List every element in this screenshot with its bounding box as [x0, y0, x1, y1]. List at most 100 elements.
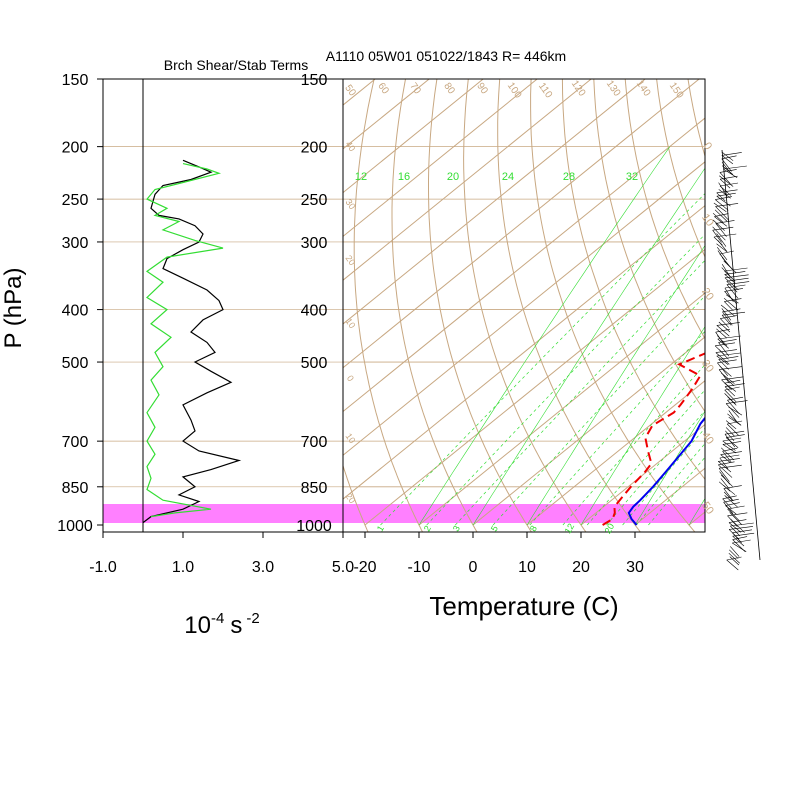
dry-adiabat: [747, 63, 800, 537]
wind-barb: [724, 301, 734, 312]
left-edge-adiabat-label: 20: [343, 491, 357, 505]
left-x-tick-label: 1.0: [172, 559, 194, 576]
wind-barb: [726, 423, 739, 436]
skewt-frame: [342, 78, 706, 533]
wind-barb: [724, 270, 736, 282]
wind-barb: [717, 240, 728, 252]
wind-barb-flag: [724, 383, 745, 387]
dry-adiabat-label: 110: [536, 81, 554, 101]
isotherm: [343, 79, 484, 194]
wind-barb-flag: [725, 502, 740, 506]
isotherm: [580, 423, 705, 526]
wind-barb-flag: [718, 339, 737, 343]
wind-barb: [725, 505, 737, 515]
left-y-axis-label: P (hPa): [0, 268, 27, 349]
wind-barb-flag: [732, 529, 752, 534]
mixing-ratio-bottom-label: 3: [451, 524, 462, 533]
isotherm: [343, 204, 705, 500]
isotherm: [343, 161, 705, 456]
wind-barb-flag: [732, 532, 755, 537]
wind-barb: [726, 284, 739, 299]
dry-adiabat-label: 140: [634, 79, 653, 99]
isotherm: [0, 79, 321, 525]
wind-barb-flag: [713, 233, 737, 238]
wind-barb: [715, 206, 729, 221]
wind-barb-flag: [718, 461, 735, 466]
dry-adiabat: [231, 63, 285, 537]
mixing-ratio-line: [380, 193, 705, 526]
isotherm: [418, 292, 705, 526]
temperature-profile: [627, 416, 705, 526]
wind-barb: [718, 359, 729, 370]
wind-barb-flag: [725, 400, 748, 404]
wind-barb: [723, 491, 733, 502]
temp-tick-label: 0: [469, 559, 478, 576]
wind-barb: [724, 389, 737, 403]
mixing-ratio-bottom-label: 1: [375, 524, 386, 533]
left-edge-adiabat-label: 10: [343, 431, 357, 445]
dry-adiabat-label: 150: [667, 81, 686, 101]
wind-barb: [718, 321, 731, 333]
wind-barb: [723, 484, 736, 495]
mixing-ratio-bottom-label: 12: [563, 522, 577, 536]
dry-adiabat: [463, 79, 587, 532]
wind-barb: [712, 226, 726, 241]
moist-adiabat: [418, 146, 671, 526]
left-y-tick-label: 300: [62, 235, 89, 252]
wind-barb-flag: [727, 512, 748, 517]
wind-barb: [713, 202, 727, 213]
temp-tick-label: -10: [407, 559, 430, 576]
wind-barb: [720, 478, 730, 490]
left-y-tick-label: 850: [62, 480, 89, 497]
left-x-tick-label: 3.0: [252, 559, 274, 576]
wind-barb: [720, 318, 729, 328]
wind-barb-flag: [719, 366, 743, 370]
wind-barb: [723, 376, 735, 387]
temp-tick-label: 10: [518, 559, 536, 576]
wind-barb: [723, 297, 739, 311]
wind-barb: [716, 243, 728, 253]
left-x-axis-label: 10-4 s -2: [184, 610, 259, 639]
wind-barb-flag: [726, 277, 749, 282]
wind-barb-flag: [717, 359, 737, 364]
mixing-ratio-label: 28: [563, 171, 575, 183]
wind-barb-flag: [716, 352, 741, 357]
wind-barb-staff: [721, 149, 761, 561]
temp-tick-label: 30: [626, 559, 644, 576]
dry-adiabat: [717, 63, 800, 537]
wind-barb-flag: [715, 342, 736, 347]
wind-barb: [722, 444, 737, 454]
wind-barb: [727, 400, 740, 415]
wind-barb-flag: [724, 379, 741, 384]
left-edge-adiabat-label: 20: [343, 253, 357, 267]
wind-barb: [719, 365, 732, 377]
wind-barb: [719, 175, 734, 187]
dry-adiabat: [343, 79, 369, 532]
left-y-tick-label: 500: [62, 355, 89, 372]
dry-adiabat: [593, 79, 705, 413]
xlabel-unit: s: [230, 612, 242, 639]
wind-barb-flag: [726, 556, 742, 561]
wind-barb: [729, 556, 740, 566]
wind-barb-flag: [720, 315, 737, 319]
mixing-ratio-line: [562, 364, 705, 526]
dry-adiabat-label: 100: [505, 81, 524, 101]
dry-adiabats: [231, 63, 800, 537]
wind-barb-flag: [730, 522, 754, 527]
wind-barb-flag: [715, 349, 737, 353]
dry-adiabat: [274, 63, 316, 537]
wind-barb-flag: [724, 274, 749, 279]
right-y-tick-label: 850: [301, 480, 328, 497]
wind-barb-flag: [721, 376, 744, 381]
mixing-ratio-label: 24: [502, 171, 514, 183]
wind-barb-flag: [716, 322, 740, 326]
wind-barb: [724, 386, 736, 397]
wind-barb: [722, 311, 733, 326]
wind-barb: [726, 559, 739, 571]
dry-adiabat-label: 50: [342, 83, 358, 99]
wind-barb: [721, 151, 734, 161]
wind-barb-flag: [718, 356, 739, 360]
right-edge-label: 50: [699, 500, 716, 517]
